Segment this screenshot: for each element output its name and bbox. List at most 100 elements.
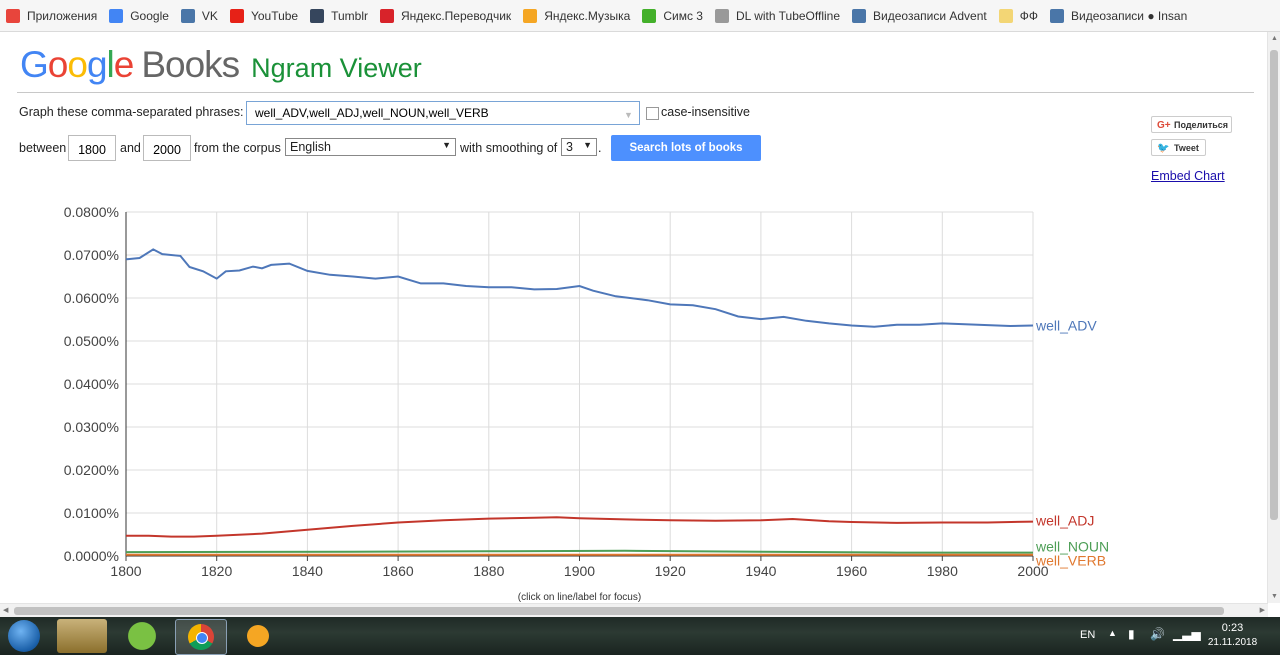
bookmark-label: Видеозаписи ● Insan (1070, 8, 1188, 23)
x-tick-label: 1880 (473, 563, 504, 579)
bookmark-label: Видеозаписи Advent (873, 8, 987, 23)
bookmark-label: Tumblr (331, 8, 368, 23)
bookmark-item[interactable]: Google (103, 0, 175, 31)
y-tick-label: 0.0700% (64, 247, 119, 263)
app-triangle-icon[interactable] (235, 619, 285, 653)
gplus-share-label: Поделиться (1174, 120, 1229, 130)
twitter-bird-icon: 🐦 (1157, 143, 1170, 154)
bookmark-item[interactable]: Видеозаписи ● Insan (1044, 0, 1193, 31)
y-tick-label: 0.0500% (64, 333, 119, 349)
corpus-select-value: English (290, 140, 331, 154)
phrases-input[interactable] (246, 101, 640, 125)
bookmarks-bar: Приложения Google VK YouTube Tumblr Яндекс.Пе… (0, 0, 1280, 32)
vertical-scrollbar[interactable]: ▲ ▼ (1267, 32, 1280, 603)
bookmark-item[interactable]: ФФ (993, 0, 1044, 31)
search-button[interactable]: Search lots of books (611, 135, 761, 161)
bookmark-item[interactable]: YouTube (224, 0, 304, 31)
books-logo-text: Books (141, 44, 240, 85)
google-logo-letter: o (47, 44, 69, 85)
show-hidden-icons-icon[interactable]: ▲ (1108, 628, 1117, 638)
bookmark-label: Симс 3 (663, 8, 703, 23)
google-logo-letter: G (20, 44, 49, 85)
chrome-icon (188, 624, 214, 650)
series-line-well-adv[interactable] (125, 248, 1034, 328)
language-indicator[interactable]: EN (1080, 629, 1096, 641)
google-logo-letter: g (86, 44, 108, 85)
end-year-input[interactable] (143, 135, 191, 161)
embed-chart-link[interactable]: Embed Chart (1151, 169, 1225, 183)
ngram-chart: 0.0000% 0.0100% 0.0200% 0.0300% 0.0400% 0.050… (64, 204, 1109, 603)
y-tick-label: 0.0400% (64, 376, 119, 392)
phrases-label: Graph these comma-separated phrases: (19, 105, 244, 119)
series-label-well-noun[interactable]: well_NOUN (1035, 539, 1109, 555)
google-logo-letter: o (67, 44, 88, 85)
bookmark-label: Google (130, 8, 169, 23)
scroll-left-icon[interactable]: ◀ (3, 607, 9, 614)
bookmark-item[interactable]: DL with TubeOffline (709, 0, 846, 31)
scroll-down-icon[interactable]: ▼ (1271, 593, 1278, 600)
page-icon (714, 8, 729, 23)
windows-taskbar: EN ▲ ▮ 🔊 ▁▃▅ 0:23 21.11.2018 (0, 617, 1280, 655)
clock[interactable]: 0:23 21.11.2018 (1205, 622, 1260, 660)
series-label-well-adj[interactable]: well_ADJ (1035, 513, 1094, 529)
vertical-scroll-thumb[interactable] (1270, 50, 1278, 520)
case-insensitive-label: case-insensitive (661, 105, 750, 119)
y-tick-label: 0.0100% (64, 505, 119, 521)
smoothing-select[interactable]: 3 ▼ (561, 138, 597, 156)
corpus-dropdown-icon: ▼ (442, 140, 451, 150)
scroll-right-icon[interactable]: ▶ (1259, 607, 1265, 614)
x-tick-label: 1840 (292, 563, 323, 579)
y-tick-label: 0.0600% (64, 290, 119, 306)
corpus-select[interactable]: English ▼ (285, 138, 456, 156)
bookmark-label: YouTube (250, 8, 299, 23)
bookmark-item[interactable]: VK (175, 0, 224, 31)
bookmark-label: VK (201, 8, 218, 23)
youtube-icon (229, 8, 244, 23)
x-tick-label: 2000 (1017, 563, 1048, 579)
site-logo[interactable]: Google Books Ngram Viewer (20, 44, 422, 86)
power-icon[interactable]: ▮ (1128, 627, 1135, 641)
smoothing-dropdown-icon: ▼ (583, 140, 592, 150)
bookmark-item[interactable]: Яндекс.Переводчик (374, 0, 517, 31)
horizontal-scroll-thumb[interactable] (14, 607, 1224, 615)
x-tick-label: 1900 (564, 563, 595, 579)
start-button-icon[interactable] (8, 620, 40, 652)
bookmark-item[interactable]: Яндекс.Музыка (517, 0, 636, 31)
bookmark-label: Приложения (27, 8, 98, 23)
vk-icon (1049, 8, 1064, 23)
ngram-viewer-title: Ngram Viewer (251, 53, 422, 83)
between-label: between (19, 141, 67, 155)
bookmark-item[interactable]: Симс 3 (636, 0, 709, 31)
bookmark-item[interactable]: Приложения (0, 0, 103, 31)
chart-footnote: (click on line/label for focus) (518, 592, 641, 603)
google-logo-text: Google (20, 44, 134, 85)
network-signal-icon[interactable]: ▁▃▅ (1173, 627, 1201, 641)
x-tick-label: 1820 (201, 563, 232, 579)
scroll-up-icon[interactable]: ▲ (1271, 35, 1278, 42)
series-line-well-adj[interactable] (126, 516, 1034, 538)
page-content: Google Books Ngram Viewer Graph these comm… (0, 32, 1268, 603)
phrases-dropdown-icon[interactable]: ▼ (624, 110, 633, 120)
case-insensitive-checkbox[interactable] (646, 107, 659, 120)
gplus-share-button[interactable]: G+ Поделиться (1151, 116, 1232, 133)
bookmark-item[interactable]: Tumblr (304, 0, 374, 31)
bookmark-label: ФФ (1019, 8, 1038, 23)
bookmark-item[interactable]: Видеозаписи Advent (846, 0, 993, 31)
series-label-well-adv[interactable]: well_ADV (1035, 318, 1097, 334)
tweet-button[interactable]: 🐦 Tweet (1151, 139, 1206, 156)
bookmark-label: DL with TubeOffline (735, 8, 841, 23)
series-line-well-noun[interactable] (125, 549, 1033, 554)
sims-icon (642, 8, 657, 23)
start-year-input[interactable] (68, 135, 116, 161)
series-label-well-verb[interactable]: well_VERB (1035, 553, 1106, 569)
and-label: and (120, 141, 141, 155)
header-divider (17, 92, 1254, 93)
x-tick-label: 1980 (927, 563, 958, 579)
y-tick-label: 0.0000% (64, 548, 119, 564)
horizontal-scrollbar[interactable]: ◀ ▶ (0, 603, 1268, 618)
explorer-icon[interactable] (57, 619, 107, 653)
gplus-icon: G+ (1157, 120, 1171, 131)
chrome-taskbar-button[interactable] (175, 619, 227, 655)
volume-icon[interactable]: 🔊 (1150, 627, 1165, 641)
utorrent-icon[interactable] (117, 619, 167, 653)
